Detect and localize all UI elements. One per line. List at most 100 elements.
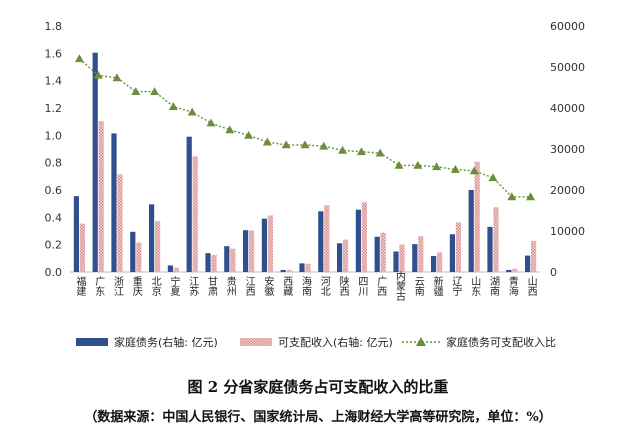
debt-bar (73, 196, 79, 272)
right-tick-label: 50000 (550, 61, 585, 74)
ratio-marker (244, 130, 254, 139)
ratio-marker (300, 140, 310, 149)
legend-income-swatch (240, 338, 272, 346)
right-tick-label: 0 (550, 266, 557, 279)
category-label: 福建 (74, 275, 86, 296)
income-bar (98, 121, 104, 273)
ratio-marker (93, 70, 103, 79)
debt-bar (149, 204, 155, 272)
right-tick-label: 40000 (550, 102, 585, 115)
debt-bar (318, 211, 324, 272)
left-tick-label: 1.0 (45, 129, 63, 142)
legend-debt-label: 家庭债务(右轴: 亿元) (114, 335, 218, 349)
income-bar (249, 230, 255, 272)
debt-bar (449, 234, 455, 272)
debt-bar (205, 253, 211, 272)
ratio-marker (131, 87, 141, 95)
ratio-marker (526, 192, 536, 201)
left-tick-label: 0.2 (45, 239, 63, 252)
right-tick-label: 30000 (550, 143, 585, 156)
ratio-marker (225, 125, 235, 134)
category-label: 宁夏 (168, 275, 180, 296)
category-label: 新疆 (431, 275, 443, 297)
ratio-marker (488, 173, 498, 182)
debt-bar (111, 133, 117, 272)
legend-ratio-marker (416, 337, 426, 346)
ratio-marker (168, 102, 178, 111)
category-label: 山东 (469, 276, 481, 296)
debt-bar (224, 246, 230, 272)
debt-bar (261, 218, 267, 272)
ratio-marker (338, 145, 348, 154)
income-bar (211, 254, 217, 272)
ratio-marker (394, 160, 404, 169)
income-bar (79, 223, 85, 272)
income-bar (230, 248, 236, 272)
category-label: 贵州 (224, 275, 236, 296)
category-label: 云南 (412, 276, 424, 296)
ratio-marker (206, 118, 216, 127)
debt-bar (299, 263, 305, 272)
debt-bar (280, 269, 286, 272)
category-label: 北京 (149, 276, 161, 297)
income-bar (531, 240, 537, 272)
axes: 0.0 0.2 0.4 0.6 0.8 1.0 1.2 1.4 1.6 1.8 0 10000 2000… (45, 20, 586, 279)
category-label: 湖南 (488, 276, 500, 296)
debt-bar (92, 52, 98, 273)
income-bar (343, 239, 349, 272)
ratio-marker (375, 148, 385, 157)
category-label: 海南 (300, 275, 312, 296)
ratio-marker (450, 165, 460, 173)
left-tick-label: 1.2 (45, 102, 63, 115)
ratio-marker (356, 147, 366, 156)
left-tick-label: 0.4 (45, 211, 63, 224)
ratio-marker (187, 107, 197, 116)
income-bar (474, 161, 480, 272)
income-bar (418, 236, 424, 272)
category-label: 辽宁 (450, 276, 462, 296)
income-bar (173, 267, 179, 272)
ratio-line (78, 58, 531, 198)
income-bar (361, 202, 367, 272)
ratio-marker (112, 73, 122, 82)
income-bar (192, 156, 198, 272)
ratio-marker (507, 192, 517, 201)
debt-bar (167, 265, 173, 272)
category-label: 广东 (93, 276, 105, 296)
debt-bar (374, 236, 380, 272)
ratio-line-series (74, 54, 536, 201)
left-tick-label: 1.8 (45, 20, 63, 33)
figure-source: （数据来源：中国人民银行、国家统计局、上海财经大学高等研究院，单位：%） (84, 410, 552, 425)
figure-title: 图 2 分省家庭债务占可支配收入的比重 (187, 378, 449, 396)
category-label: 青海 (506, 275, 518, 297)
category-label: 内蒙古 (394, 270, 406, 302)
category-label: 重庆 (130, 275, 142, 297)
left-tick-label: 1.4 (45, 75, 63, 88)
ratio-marker (319, 141, 329, 150)
debt-bar (243, 230, 249, 272)
debt-bar (355, 209, 361, 272)
right-tick-label: 60000 (550, 20, 585, 33)
chart: 0.0 0.2 0.4 0.6 0.8 1.0 1.2 1.4 1.6 1.8 0 10000 2000… (45, 20, 586, 349)
category-label: 河北 (318, 276, 330, 296)
left-tick-label: 0.0 (45, 266, 63, 279)
income-bar (305, 263, 311, 272)
category-label: 陕西 (337, 275, 349, 296)
income-bar (324, 205, 330, 272)
category-label: 山西 (525, 276, 537, 296)
category-label: 江西 (243, 276, 255, 296)
category-label: 江苏 (187, 276, 199, 297)
category-label: 甘肃 (206, 275, 218, 297)
ratio-marker (262, 137, 272, 146)
debt-bar (337, 243, 343, 272)
debt-bar (468, 190, 474, 272)
income-bar (267, 215, 273, 272)
left-tick-label: 0.6 (45, 184, 63, 197)
income-bar (117, 174, 123, 272)
left-tick-label: 0.8 (45, 157, 63, 170)
category-label: 安徽 (262, 275, 274, 297)
left-tick-label: 1.6 (45, 47, 63, 60)
legend-debt-swatch (76, 338, 108, 346)
legend-ratio-label: 家庭债务可支配收入比 (446, 335, 556, 349)
ratio-marker (281, 140, 291, 149)
